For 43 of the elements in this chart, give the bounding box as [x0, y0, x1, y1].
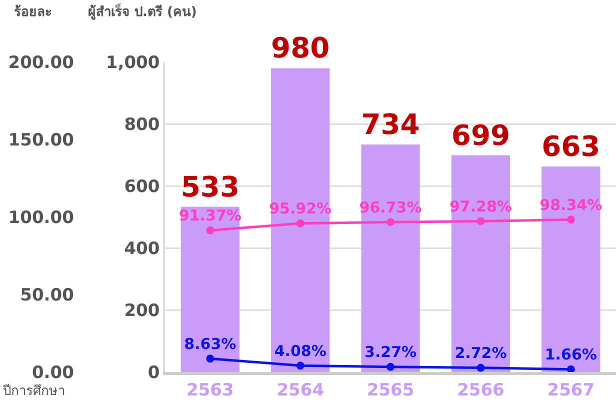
y2-axis-title: ร้อยละ — [14, 4, 52, 20]
y2-tick-label: 50.00 — [20, 285, 74, 306]
data-label: 8.63% — [184, 334, 236, 353]
x-tick-label: 2564 — [276, 380, 324, 400]
point — [296, 362, 304, 370]
bar — [361, 144, 420, 372]
y-tick-label: 600 — [124, 176, 160, 197]
x-tick-label: 2566 — [457, 380, 504, 400]
y-tick-label: 200 — [124, 300, 160, 321]
point — [476, 217, 485, 226]
data-label: 663 — [542, 130, 600, 163]
y-tick-label: 1,000 — [106, 52, 160, 73]
point — [206, 226, 214, 234]
x-tick-label: 2567 — [547, 380, 595, 400]
y-tick-label: 800 — [124, 114, 160, 135]
point — [386, 362, 395, 371]
data-label: 4.08% — [274, 342, 326, 360]
bar — [542, 166, 600, 372]
y2-tick-label: 100.00 — [8, 208, 74, 228]
y-tick-label: 0 — [148, 362, 160, 383]
point — [566, 216, 575, 224]
point — [386, 218, 395, 226]
bar — [180, 206, 240, 372]
y-axis-title: ผู้สำเร็จ ป.ตรี (คน) — [88, 2, 197, 20]
point — [476, 364, 485, 372]
y2-tick-label: 150.00 — [8, 130, 74, 150]
x-tick-label: 2565 — [366, 380, 414, 400]
data-label: 734 — [361, 108, 420, 141]
data-label: 1.66% — [544, 346, 597, 364]
data-label: 2.72% — [454, 344, 507, 362]
data-label: 699 — [451, 118, 510, 152]
point — [296, 219, 304, 228]
y2-tick-label: 0.00 — [32, 362, 74, 383]
x-axis-title: ปีการศึกษา — [2, 383, 65, 399]
y2-tick-label: 200.00 — [8, 52, 74, 73]
bar — [271, 68, 330, 372]
x-tick-label: 2563 — [186, 380, 234, 400]
bar — [451, 155, 510, 372]
point — [206, 354, 214, 363]
data-label: 533 — [180, 170, 240, 204]
data-label: 3.27% — [364, 343, 417, 362]
data-label: 980 — [271, 32, 330, 65]
y-tick-label: 400 — [124, 238, 160, 259]
